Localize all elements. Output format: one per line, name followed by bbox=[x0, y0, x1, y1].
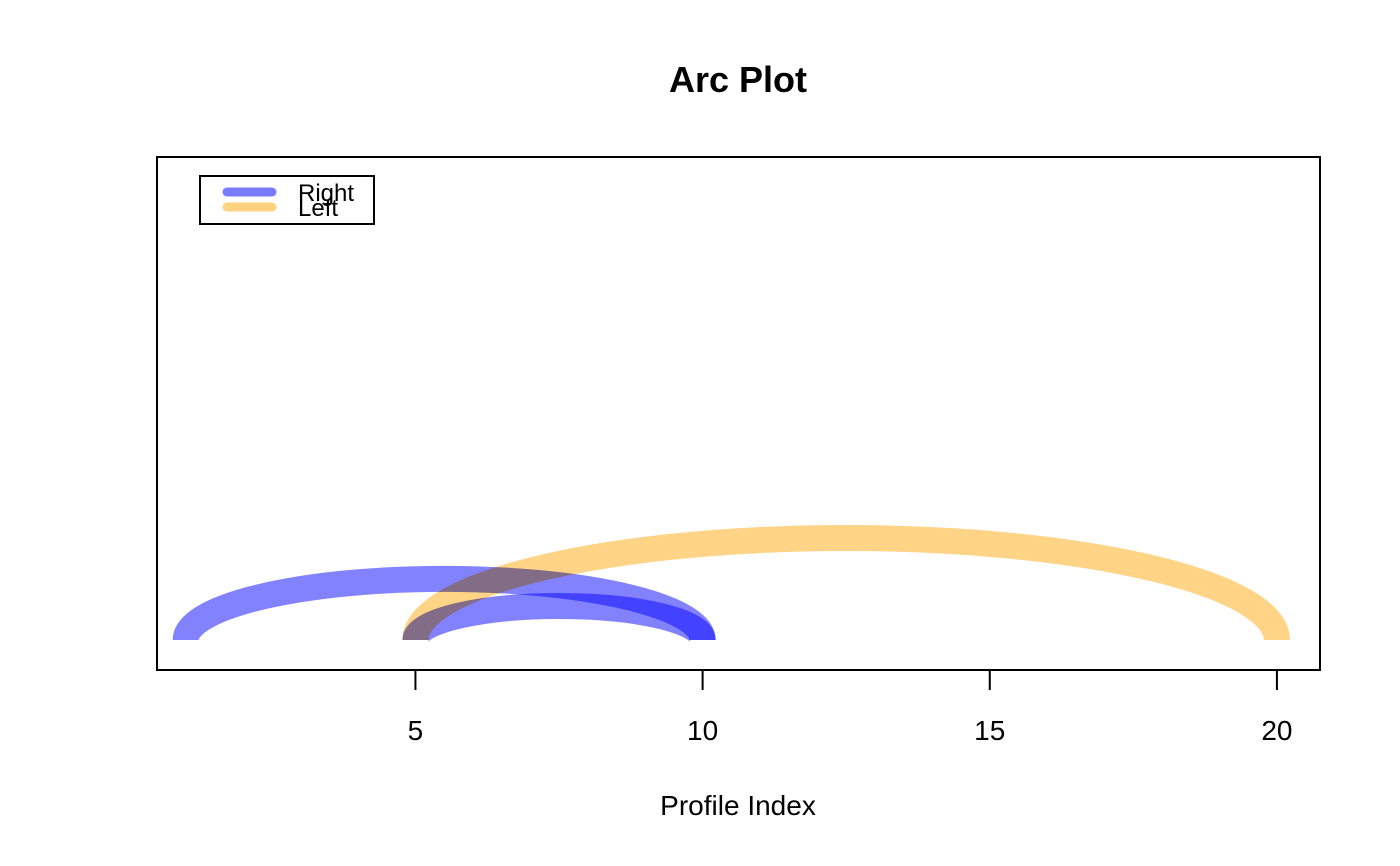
x-tick-label-20: 20 bbox=[1261, 715, 1292, 746]
x-tick-label-15: 15 bbox=[974, 715, 1005, 746]
arc-right-5-10 bbox=[402, 593, 716, 644]
chart-title: Arc Plot bbox=[669, 59, 807, 100]
arc-left-5-20 bbox=[402, 525, 1290, 641]
x-tick-label-5: 5 bbox=[408, 715, 424, 746]
plot-frame bbox=[156, 156, 1321, 671]
arcs-layer bbox=[172, 525, 1290, 644]
x-tick-label-10: 10 bbox=[687, 715, 718, 746]
x-axis: 5 10 15 20 bbox=[408, 670, 1293, 746]
x-axis-label: Profile Index bbox=[660, 790, 816, 821]
legend-label-left: Left bbox=[298, 195, 338, 222]
legend-label-right: Right bbox=[298, 180, 354, 207]
legend-box bbox=[199, 175, 375, 225]
